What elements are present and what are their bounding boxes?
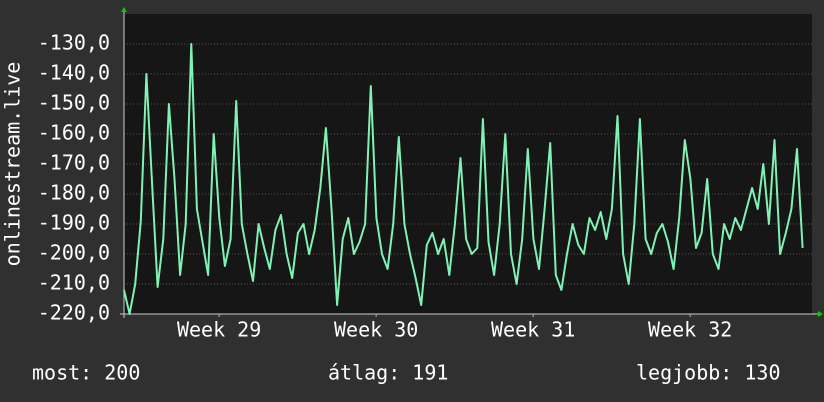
axis-arrow [121,7,127,12]
y-tick-label: -190,0 [38,211,110,235]
y-tick-label: -150,0 [38,91,110,115]
footer-current: most: 200 [32,361,140,385]
x-tick-label: Week 30 [334,318,418,342]
plot-area [124,14,812,314]
x-tick-label: Week 32 [648,318,732,342]
x-tick-label: Week 31 [491,318,575,342]
footer-max: legjobb: 130 [636,361,781,385]
y-tick-label: -140,0 [38,61,110,85]
x-tick-label: Week 29 [177,318,261,342]
y-tick-label: -170,0 [38,151,110,175]
y-tick-label: -210,0 [38,271,110,295]
series-line [123,43,804,315]
axis-arrow [818,311,823,317]
y-axis-label: onlinestream.live [1,62,25,267]
y-tick-label: -180,0 [38,181,110,205]
y-tick-label: -160,0 [38,121,110,145]
y-tick-label: -220,0 [38,301,110,325]
y-tick-label: -200,0 [38,241,110,265]
y-tick-label: -130,0 [38,31,110,55]
footer-average: átlag: 191 [328,361,448,385]
